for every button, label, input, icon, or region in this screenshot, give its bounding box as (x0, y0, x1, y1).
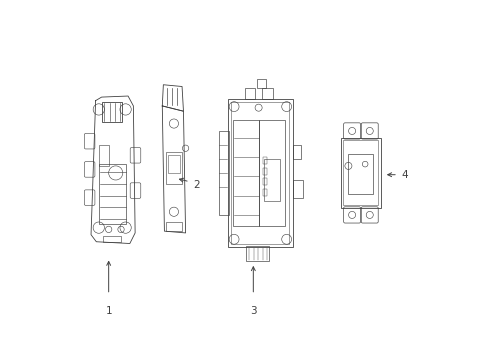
Text: 3: 3 (249, 306, 256, 315)
Text: 4: 4 (401, 170, 407, 180)
Text: 1: 1 (105, 306, 112, 315)
Text: 2: 2 (193, 180, 200, 190)
